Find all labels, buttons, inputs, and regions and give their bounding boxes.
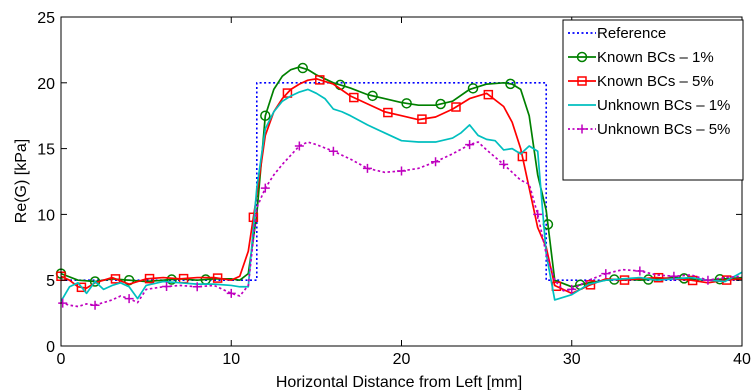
legend-label-2: Known BCs – 5% [597, 73, 714, 90]
series-4-marker-13 [499, 159, 509, 169]
series-line-3 [60, 88, 743, 302]
y-axis-label: Re(G) [kPa] [13, 139, 30, 223]
y-tick-label-1: 5 [46, 273, 55, 290]
series-1-marker-12 [505, 78, 516, 90]
series-line-4 [60, 141, 743, 308]
series-4-marker-17 [635, 266, 645, 276]
series-group-4 [58, 140, 743, 310]
series-4-marker-4 [192, 282, 202, 292]
series-1-marker-6 [297, 62, 309, 74]
plot-area [55, 62, 743, 310]
series-4-marker-8 [328, 146, 338, 156]
series-4-marker-6 [260, 183, 270, 193]
y-tick-label-4: 20 [37, 76, 55, 93]
series-4-marker-7 [294, 141, 304, 151]
series-4-marker-3 [162, 282, 172, 292]
series-2-marker-5 [212, 273, 223, 283]
x-tick-label-3: 30 [563, 351, 581, 368]
x-tick-label-4: 40 [733, 351, 751, 368]
y-tick-label-2: 10 [37, 207, 55, 224]
legend-label-1: Known BCs – 1% [597, 49, 714, 66]
series-4-marker-16 [601, 269, 611, 279]
series-2-marker-18 [653, 272, 664, 283]
series-line-0 [61, 82, 742, 281]
series-2-marker-3 [144, 273, 155, 284]
legend-label-4: Unknown BCs – 5% [597, 121, 730, 138]
series-4-marker-10 [397, 166, 406, 176]
series-2-marker-2 [110, 274, 121, 284]
series-2-marker-7 [282, 88, 293, 98]
series-2-marker-19 [687, 275, 698, 286]
series-4-marker-14 [533, 209, 543, 219]
x-tick-label-1: 10 [222, 351, 240, 368]
series-4-marker-12 [465, 140, 475, 150]
series-2-marker-9 [349, 92, 359, 103]
legend-item-2: Known BCs – 5% [568, 73, 714, 90]
series-4-marker-0 [58, 298, 68, 308]
x-tick-label-2: 20 [393, 351, 411, 368]
series-4-marker-5 [226, 288, 236, 298]
series-1-marker-11 [467, 83, 479, 94]
series-4-marker-2 [124, 294, 134, 304]
y-tick-label-3: 15 [37, 142, 55, 159]
legend-item-1: Known BCs – 1% [568, 49, 714, 66]
series-4-marker-9 [362, 163, 372, 173]
legend-label-0: Reference [597, 25, 666, 42]
series-4-marker-1 [90, 300, 100, 310]
legend: Reference Known BCs – 1% Known BCs – 5% Unk… [562, 19, 744, 181]
series-2-marker-11 [417, 114, 427, 124]
legend-label-3: Unknown BCs – 1% [597, 97, 730, 114]
series-2-marker-17 [619, 275, 630, 285]
series-2-marker-20 [721, 275, 732, 285]
series-1-marker-18 [714, 274, 726, 285]
series-2-marker-8 [315, 75, 325, 85]
series-1-marker-3 [166, 274, 177, 285]
legend-marker-1 [576, 51, 588, 63]
series-1-marker-5 [260, 110, 271, 121]
axes: 0 10 20 30 40 0 5 10 15 20 25 [37, 10, 751, 368]
series-2-marker-12 [451, 102, 461, 112]
legend-item-4: Unknown BCs – 5% [568, 121, 730, 138]
legend-item-0: Reference [568, 25, 666, 42]
series-2-marker-1 [76, 282, 87, 293]
legend-marker-2 [577, 76, 587, 86]
series-1-marker-9 [401, 98, 412, 109]
series-2-marker-13 [483, 89, 494, 100]
y-tick-label-5: 25 [37, 10, 55, 27]
legend-box [562, 19, 744, 181]
legend-item-3: Unknown BCs – 1% [568, 97, 730, 114]
series-4-marker-19 [703, 275, 713, 285]
x-tick-label-0: 0 [57, 351, 66, 368]
legend-marker-4 [577, 124, 587, 134]
series-2-marker-10 [383, 107, 393, 118]
series-group-0 [61, 82, 742, 281]
y-tick-label-0: 0 [46, 339, 55, 356]
series-group-3 [60, 88, 743, 302]
series-4-marker-15 [567, 284, 577, 294]
series-1-marker-8 [367, 90, 378, 102]
series-1-marker-10 [435, 98, 446, 110]
x-axis-label: Horizontal Distance from Left [mm] [276, 374, 522, 390]
series-4-marker-18 [669, 271, 679, 281]
series-4-marker-11 [431, 157, 441, 167]
